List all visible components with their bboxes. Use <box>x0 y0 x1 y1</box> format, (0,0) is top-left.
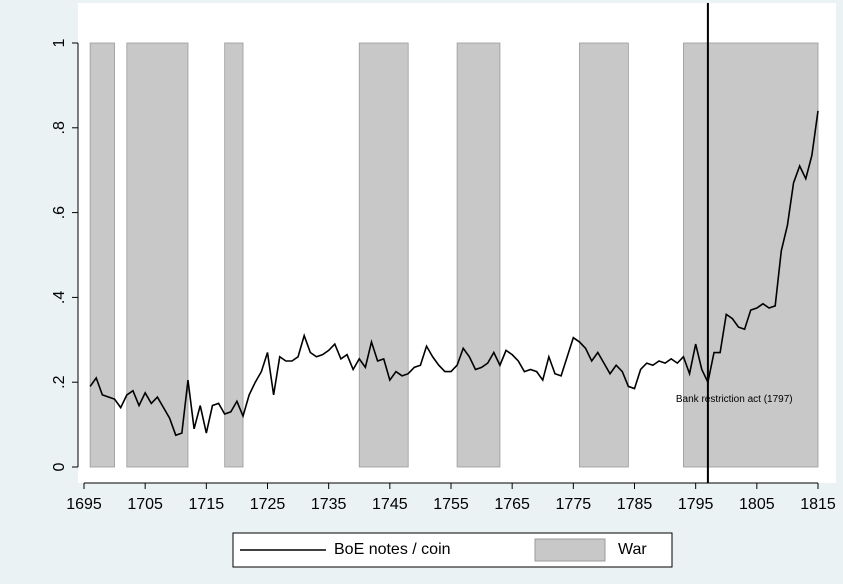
x-tick-label: 1765 <box>494 496 530 513</box>
war-band <box>224 42 244 468</box>
x-tick-label: 1755 <box>433 496 469 513</box>
war-band <box>89 42 115 468</box>
x-tick-label: 1705 <box>127 496 163 513</box>
war-band <box>579 42 629 468</box>
y-tick-label: .8 <box>51 121 68 134</box>
x-tick-label: 1695 <box>66 496 102 513</box>
x-tick-label: 1775 <box>556 496 592 513</box>
war-band <box>126 42 189 468</box>
y-tick-label: .6 <box>51 206 68 219</box>
x-tick-label: 1805 <box>739 496 775 513</box>
x-tick-label: 1715 <box>189 496 225 513</box>
legend-label: War <box>618 541 647 558</box>
y-tick-label: 1 <box>51 38 68 47</box>
data-line <box>89 110 819 437</box>
war-band <box>456 42 501 468</box>
legend-war-swatch <box>534 538 606 562</box>
event-label: Bank restriction act (1797) <box>676 394 793 405</box>
y-tick-label: 0 <box>51 462 68 471</box>
x-tick-label: 1815 <box>800 496 836 513</box>
y-tick-label: .4 <box>51 291 68 304</box>
war-band <box>358 42 409 468</box>
war-band <box>683 42 819 468</box>
x-tick-label: 1735 <box>311 496 347 513</box>
x-tick-label: 1785 <box>617 496 653 513</box>
x-tick-label: 1795 <box>678 496 714 513</box>
y-tick-label: .2 <box>51 375 68 388</box>
x-tick-label: 1725 <box>250 496 286 513</box>
x-tick-label: 1745 <box>372 496 408 513</box>
legend-label: BoE notes / coin <box>334 541 451 558</box>
